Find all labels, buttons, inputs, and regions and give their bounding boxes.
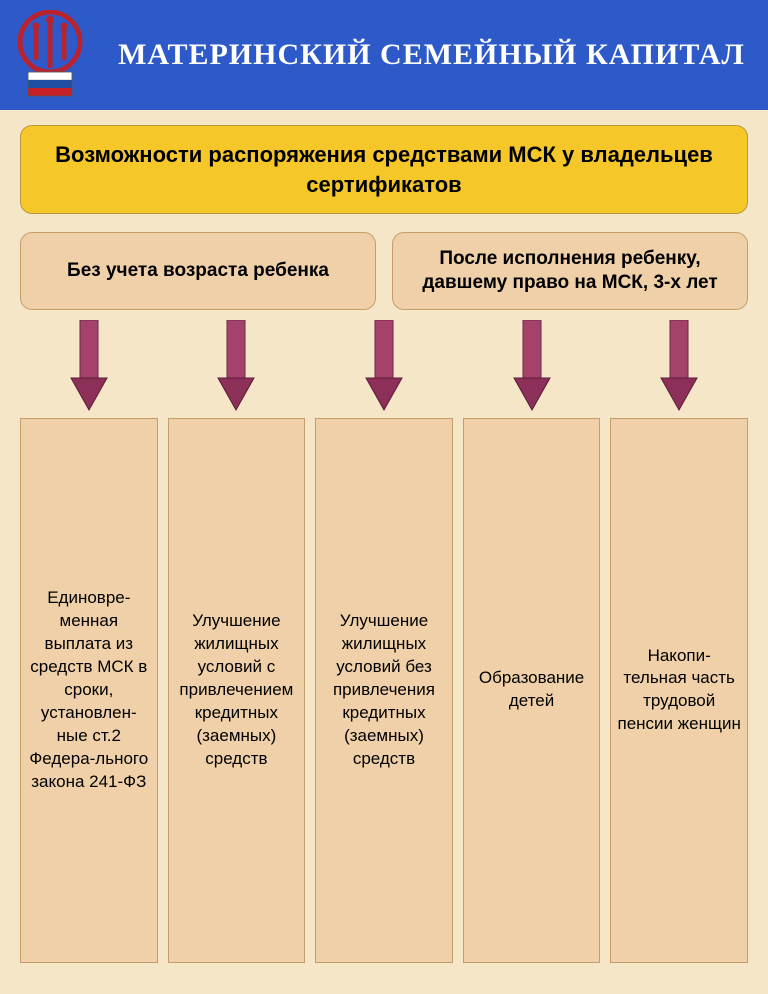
columns-row: Единовре-менная выплата из средств МСК в… (20, 418, 748, 963)
arrows-row (20, 320, 748, 412)
down-arrow-icon (362, 320, 406, 412)
subtitle-box: Возможности распоряжения средствами МСК … (20, 125, 748, 214)
down-arrow-icon (67, 320, 111, 412)
pfr-logo-icon (10, 10, 90, 100)
header-title: МАТЕРИНСКИЙ СЕМЕЙНЫЙ КАПИТАЛ (105, 37, 758, 73)
condition-box: После исполнения ребенку, давшему право … (392, 232, 748, 310)
conditions-row: Без учета возраста ребенка После исполне… (20, 232, 748, 310)
option-column: Улучшение жилищных условий без привлечен… (315, 418, 453, 963)
condition-box: Без учета возраста ребенка (20, 232, 376, 310)
option-column: Единовре-менная выплата из средств МСК в… (20, 418, 158, 963)
down-arrow-icon (510, 320, 554, 412)
down-arrow-icon (657, 320, 701, 412)
option-column: Улучшение жилищных условий с привлечение… (168, 418, 306, 963)
option-column: Накопи-тельная часть трудовой пенсии жен… (610, 418, 748, 963)
down-arrow-icon (214, 320, 258, 412)
option-column: Образование детей (463, 418, 601, 963)
header: МАТЕРИНСКИЙ СЕМЕЙНЫЙ КАПИТАЛ (0, 0, 768, 110)
